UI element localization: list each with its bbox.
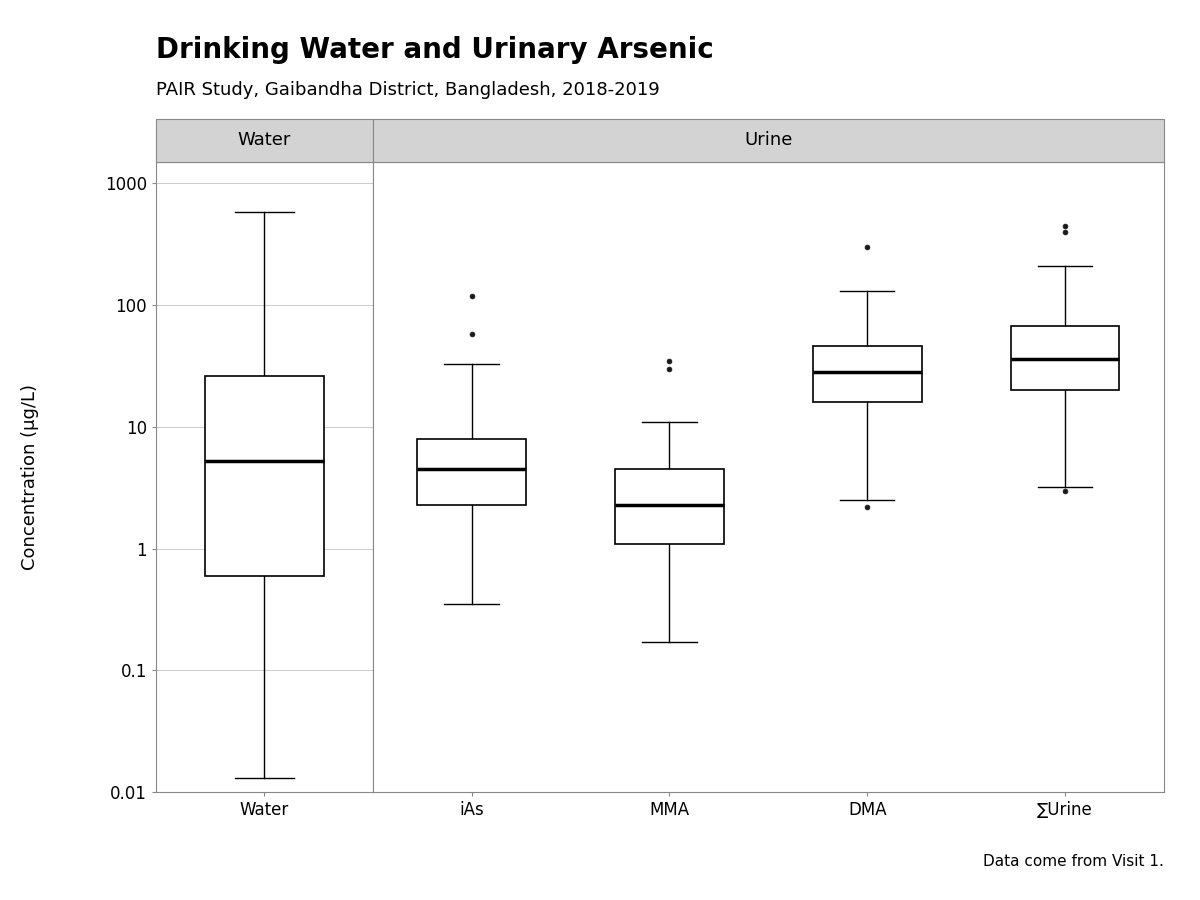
Text: Water: Water — [238, 131, 292, 149]
Text: Concentration (μg/L): Concentration (μg/L) — [20, 384, 40, 570]
Bar — [616, 469, 724, 544]
Bar — [418, 438, 526, 505]
Text: Drinking Water and Urinary Arsenic: Drinking Water and Urinary Arsenic — [156, 36, 714, 64]
Text: Data come from Visit 1.: Data come from Visit 1. — [983, 853, 1164, 868]
Bar — [1010, 326, 1120, 391]
Text: PAIR Study, Gaibandha District, Bangladesh, 2018-2019: PAIR Study, Gaibandha District, Banglade… — [156, 81, 660, 99]
Bar — [812, 346, 922, 402]
Text: Urine: Urine — [744, 131, 792, 149]
Bar — [205, 376, 324, 576]
